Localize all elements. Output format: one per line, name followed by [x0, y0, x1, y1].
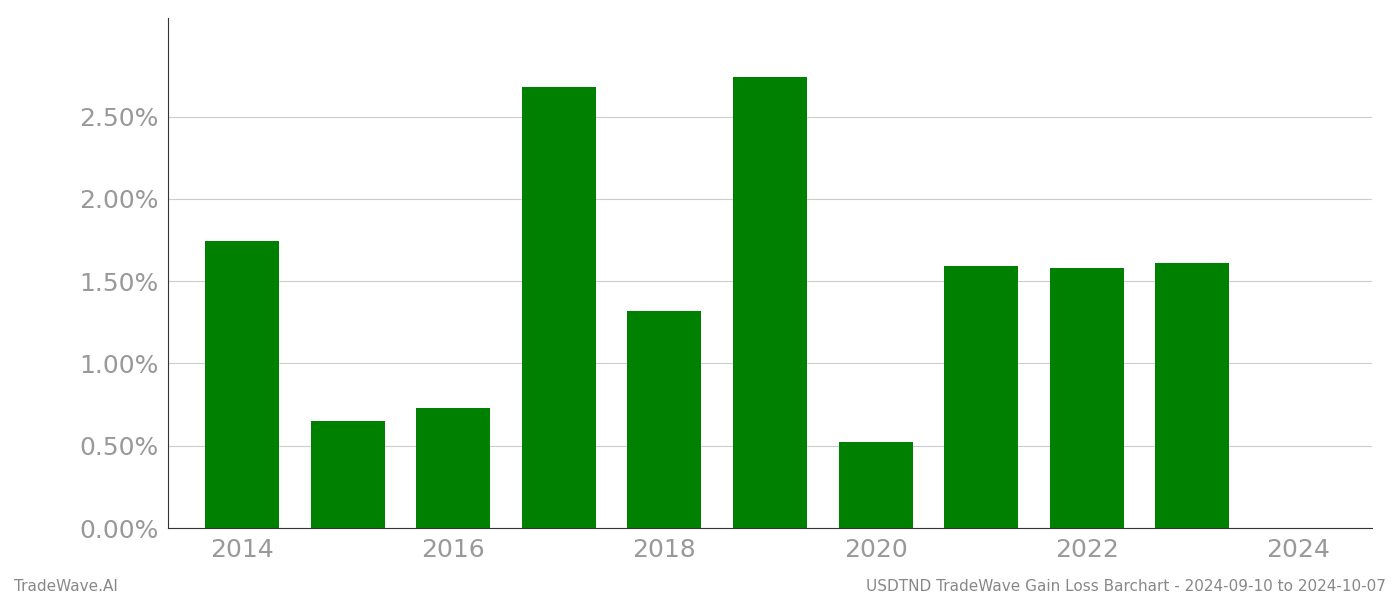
- Bar: [734, 77, 806, 528]
- Bar: [311, 421, 385, 528]
- Bar: [416, 408, 490, 528]
- Bar: [1155, 263, 1229, 528]
- Bar: [204, 241, 279, 528]
- Bar: [944, 266, 1018, 528]
- Text: TradeWave.AI: TradeWave.AI: [14, 579, 118, 594]
- Bar: [1050, 268, 1124, 528]
- Bar: [627, 311, 701, 528]
- Text: USDTND TradeWave Gain Loss Barchart - 2024-09-10 to 2024-10-07: USDTND TradeWave Gain Loss Barchart - 20…: [867, 579, 1386, 594]
- Bar: [839, 442, 913, 528]
- Bar: [522, 87, 596, 528]
